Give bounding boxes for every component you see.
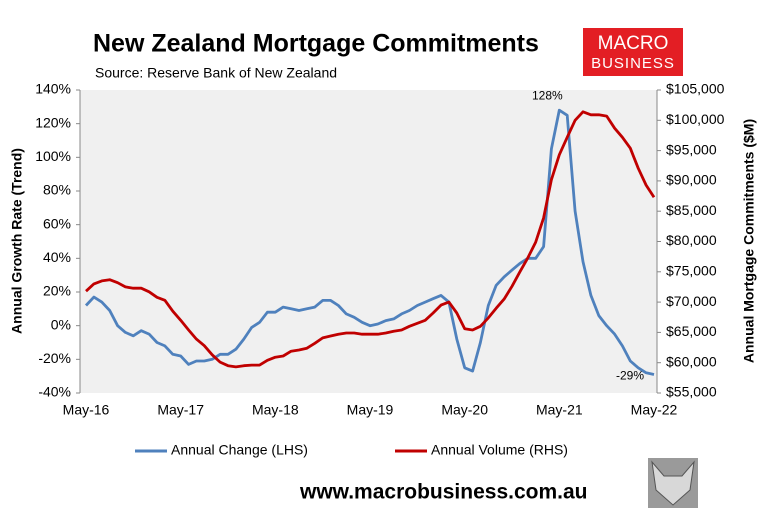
chart-subtitle: Source: Reserve Bank of New Zealand: [95, 65, 337, 81]
y2-tick-label: $60,000: [666, 353, 717, 369]
logo-text: BUSINESS: [591, 55, 675, 72]
y2-tick-label: $75,000: [666, 263, 717, 279]
x-tick-label: May-20: [441, 402, 488, 418]
y2-tick-label: $80,000: [666, 232, 717, 248]
logo-box: [583, 28, 683, 76]
series-line: [84, 108, 655, 376]
y-tick-label: 120%: [35, 114, 71, 130]
chart-title: New Zealand Mortgage Commitments: [93, 30, 539, 58]
y-tick-label: 20%: [43, 283, 71, 299]
y-tick-label: 0%: [51, 316, 71, 332]
data-label: 128%: [532, 88, 563, 102]
y2-axis-label: Annual Mortgage Commitments ($M): [741, 119, 757, 363]
logo-text: MACRO: [598, 33, 669, 54]
y-tick-label: 100%: [35, 148, 71, 164]
y2-tick-label: $55,000: [666, 384, 717, 400]
plot-area: [80, 90, 657, 393]
y2-tick-label: $105,000: [666, 81, 725, 97]
x-tick-label: May-18: [252, 402, 299, 418]
x-tick-label: May-16: [63, 402, 110, 418]
y-tick-label: -40%: [38, 384, 71, 400]
footer: www.macrobusiness.com.au: [299, 481, 587, 504]
y-tick-label: -20%: [38, 350, 71, 366]
y-tick-label: 60%: [43, 215, 71, 231]
x-tick-label: May-21: [536, 402, 583, 418]
x-tick-label: May-17: [157, 402, 204, 418]
y2-tick-label: $95,000: [666, 141, 717, 157]
legend-label: Annual Change (LHS): [171, 442, 308, 458]
x-tick-label: May-22: [631, 402, 678, 418]
y-axis-label: Annual Growth Rate (Trend): [9, 148, 25, 334]
wolf-icon: [651, 460, 695, 506]
x-tick-label: May-19: [347, 402, 394, 418]
y-tick-label: 140%: [35, 81, 71, 97]
y2-tick-label: $70,000: [666, 293, 717, 309]
data-label: -29%: [616, 369, 644, 383]
series-line: [85, 110, 656, 369]
y2-tick-label: $100,000: [666, 111, 725, 127]
legend-label: Annual Volume (RHS): [431, 442, 568, 458]
y2-tick-label: $90,000: [666, 172, 717, 188]
y2-tick-label: $85,000: [666, 202, 717, 218]
y-tick-label: 80%: [43, 182, 71, 198]
y-tick-label: 40%: [43, 249, 71, 265]
y2-tick-label: $65,000: [666, 323, 717, 339]
